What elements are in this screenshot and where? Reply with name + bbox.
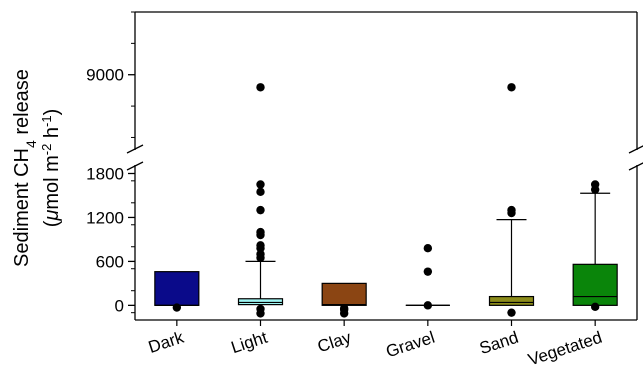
box-body xyxy=(321,282,367,306)
box-body xyxy=(237,298,284,306)
box-vegetated xyxy=(572,180,618,312)
y-tick-label: 0 xyxy=(115,296,124,315)
outlier-point xyxy=(256,249,265,259)
y-axis-title-line1-post: release xyxy=(11,69,33,140)
y-units-post: ) xyxy=(41,109,63,116)
outlier-point xyxy=(507,83,516,92)
y-units-mid: mol m xyxy=(41,155,63,209)
y-axis-title-units: (μmol m-2 h-1) xyxy=(39,109,64,228)
outlier-point xyxy=(256,304,265,314)
box-body xyxy=(154,271,200,306)
y-axis: 0 600 1200 1800 9000 xyxy=(86,11,135,315)
outlier-point xyxy=(507,308,516,317)
outlier-point xyxy=(423,267,433,276)
y-tick-label: 1200 xyxy=(86,208,124,227)
box-body xyxy=(572,263,618,306)
x-axis-categories: Dark Light Clay Gravel Sand Vegetated xyxy=(146,320,604,369)
outlier-point xyxy=(423,244,433,253)
y-axis-title: Sediment CH4 release xyxy=(11,69,39,267)
y-units-pre: ( xyxy=(41,220,63,227)
axis-break-right-lower xyxy=(628,162,643,171)
outlier-point xyxy=(256,187,265,197)
y-units-mu: μ xyxy=(41,210,63,222)
x-tick-label: Light xyxy=(229,328,270,358)
y-units-mid2: h xyxy=(41,127,63,144)
y-tick-label: 9000 xyxy=(86,66,124,85)
outlier-point xyxy=(256,205,265,215)
box-clay xyxy=(321,282,367,318)
outlier-point xyxy=(507,205,516,215)
x-tick-label: Clay xyxy=(315,328,354,357)
axis-break-left-lower xyxy=(126,161,144,171)
outlier-point xyxy=(256,227,265,237)
box-body xyxy=(488,295,535,306)
box-dark xyxy=(154,271,200,312)
y-axis-title-line1-pre: Sediment CH xyxy=(11,148,33,267)
outlier-point xyxy=(256,241,265,250)
y-tick-label: 1800 xyxy=(86,165,124,184)
outlier-point xyxy=(339,304,349,313)
outlier-point xyxy=(590,180,600,189)
axis-break-left-upper xyxy=(126,144,144,154)
boxes-layer xyxy=(154,83,618,318)
plot-frame xyxy=(126,11,643,321)
x-tick-label: Gravel xyxy=(384,328,437,362)
outlier-point xyxy=(172,303,182,312)
outlier-point xyxy=(256,83,265,92)
box-light xyxy=(237,83,284,318)
x-tick-label: Dark xyxy=(146,328,186,357)
y-tick-label: 600 xyxy=(96,252,124,271)
outlier-point xyxy=(256,180,265,189)
outlier-point xyxy=(590,302,600,312)
box-gravel xyxy=(405,244,450,310)
y-units-sup2: -1 xyxy=(39,115,54,127)
x-tick-label: Vegetated xyxy=(526,328,605,370)
outlier-point xyxy=(423,301,433,310)
axis-break-right-upper xyxy=(628,145,643,154)
y-axis-title-line1-sub: 4 xyxy=(23,140,39,148)
x-tick-label: Sand xyxy=(477,328,521,358)
y-units-sup1: -2 xyxy=(39,144,54,156)
box-sand xyxy=(488,83,535,317)
